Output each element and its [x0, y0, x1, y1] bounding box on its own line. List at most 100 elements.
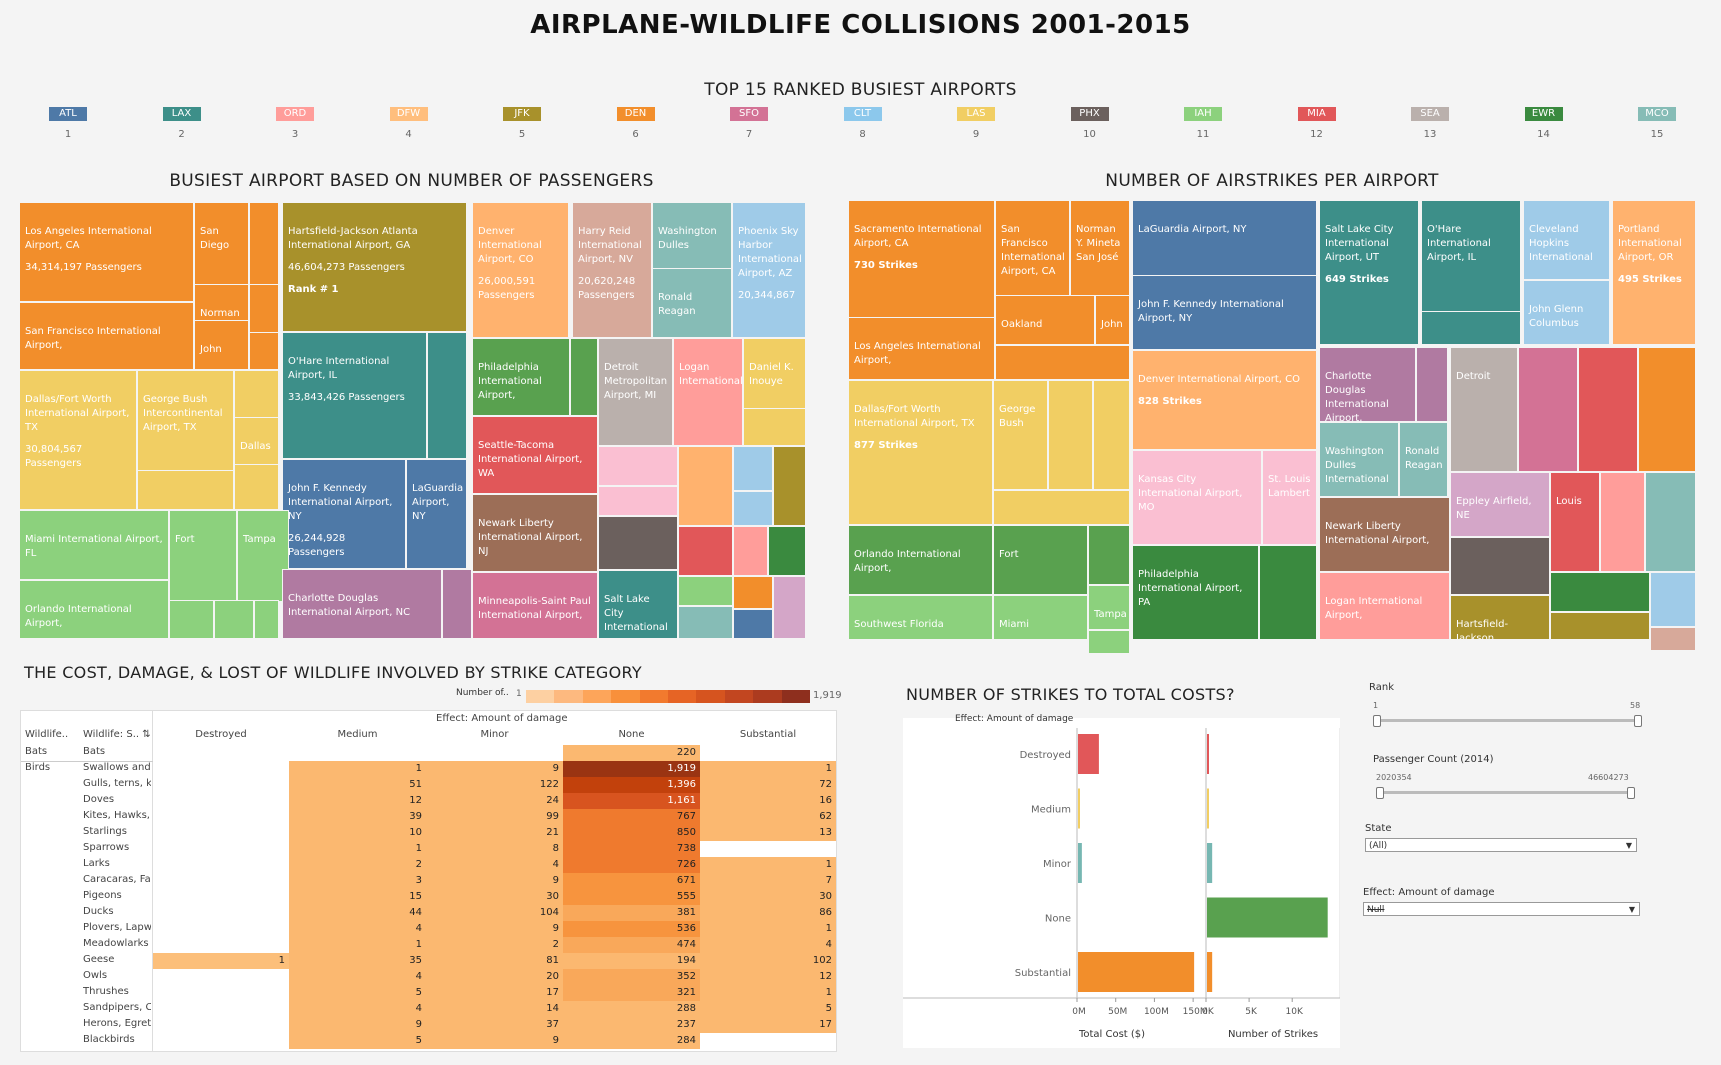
species-label[interactable]: Plovers, Lapwin.. — [83, 922, 151, 933]
strikes-tile[interactable] — [1093, 380, 1130, 490]
heatmap-cell[interactable]: 37 — [426, 1017, 563, 1033]
heatmap-cell[interactable]: 284 — [563, 1033, 700, 1049]
passenger-slider-min-handle[interactable] — [1376, 787, 1384, 799]
passengers-tile[interactable] — [733, 526, 768, 576]
rank-badge-atl[interactable]: ATL — [49, 107, 87, 121]
passengers-tile[interactable]: Norman — [194, 284, 249, 324]
heatmap-cell[interactable]: 21 — [426, 825, 563, 841]
passengers-tile[interactable] — [249, 332, 279, 370]
passengers-tile[interactable]: George Bush Intercontinental Airport, TX — [137, 370, 234, 480]
strikes-tile[interactable]: Oakland — [995, 295, 1095, 345]
heatmap-cell[interactable]: 671 — [563, 873, 700, 889]
passengers-tile[interactable]: Los Angeles International Airport, CA 34,… — [19, 202, 194, 302]
heatmap-table[interactable]: Wildlife.. Wildlife: S.. ⇅ Effect: Amount … — [20, 710, 837, 1052]
species-label[interactable]: Doves — [83, 794, 115, 805]
heatmap-cell[interactable]: 850 — [563, 825, 700, 841]
strikes-tile[interactable] — [1416, 347, 1448, 422]
rank-badge-phx[interactable]: PHX — [1070, 107, 1109, 121]
heatmap-cell[interactable] — [153, 841, 289, 857]
heatmap-cell[interactable] — [153, 905, 289, 921]
strikes-tile[interactable] — [1088, 630, 1130, 654]
passengers-tile[interactable] — [570, 338, 598, 416]
species-label[interactable]: Gulls, terns, kit.. — [83, 778, 151, 789]
strikes-tile[interactable]: O'Hare International Airport, IL — [1421, 200, 1521, 315]
strikes-tile[interactable]: LaGuardia Airport, NY — [1132, 200, 1317, 280]
strikes-tile[interactable]: Philadelphia International Airport, PA — [1132, 545, 1259, 640]
heatmap-cell[interactable]: 9 — [426, 873, 563, 889]
heatmap-cell[interactable]: 8 — [426, 841, 563, 857]
strikes-tile[interactable]: Tampa — [1088, 585, 1130, 630]
passengers-tile[interactable] — [773, 576, 806, 639]
passengers-tile[interactable] — [249, 284, 279, 334]
heatmap-cell[interactable]: 44 — [289, 905, 426, 921]
rank-badge-mia[interactable]: MIA — [1297, 107, 1336, 121]
strikes-tile[interactable]: John F. Kennedy International Airport, N… — [1132, 275, 1317, 350]
strikes-tile[interactable]: Denver International Airport, CO 828 Stri… — [1132, 350, 1317, 450]
passengers-tile[interactable] — [254, 600, 279, 639]
species-label[interactable]: Caracaras, Falc.. — [83, 874, 151, 885]
strikes-tile[interactable] — [1048, 380, 1093, 490]
heatmap-cell[interactable]: 220 — [563, 745, 700, 761]
passengers-tile[interactable] — [598, 486, 678, 516]
heatmap-cell[interactable]: 726 — [563, 857, 700, 873]
strikes-bar[interactable] — [1207, 734, 1209, 774]
rank-badge-lax[interactable]: LAX — [162, 107, 201, 121]
passengers-tile[interactable]: Dallas/Fort Worth International Airport,… — [19, 370, 137, 510]
heatmap-cell[interactable]: 9 — [289, 1017, 426, 1033]
heatmap-cell[interactable]: 1 — [700, 985, 836, 1001]
heatmap-cell[interactable] — [289, 745, 426, 761]
heatmap-cell[interactable] — [153, 745, 289, 761]
passengers-tile[interactable]: Newark Liberty International Airport, NJ — [472, 494, 598, 572]
heatmap-cell[interactable]: 39 — [289, 809, 426, 825]
passengers-tile[interactable]: John F. Kennedy International Airport, N… — [282, 459, 406, 569]
heatmap-cell[interactable] — [153, 1033, 289, 1049]
strikes-tile[interactable]: John Glenn Columbus — [1523, 280, 1610, 345]
heatmap-cell[interactable]: 474 — [563, 937, 700, 953]
strikes-tile[interactable]: Sacramento International Airport, CA 730 … — [848, 200, 995, 328]
passengers-tile[interactable]: Tampa — [237, 510, 289, 602]
heatmap-cell[interactable]: 86 — [700, 905, 836, 921]
strikes-tile[interactable]: Los Angeles International Airport, — [848, 317, 995, 380]
passengers-tile[interactable] — [678, 526, 733, 576]
heatmap-cell[interactable]: 194 — [563, 953, 700, 969]
strikes-tile[interactable]: Salt Lake City International Airport, UT… — [1319, 200, 1419, 345]
species-header[interactable]: Wildlife: S.. ⇅ — [83, 729, 151, 740]
heatmap-cell[interactable]: 30 — [426, 889, 563, 905]
passengers-tile[interactable] — [733, 609, 773, 639]
heatmap-cell[interactable] — [153, 937, 289, 953]
cost-bar[interactable] — [1078, 952, 1195, 992]
strikes-tile[interactable] — [1650, 627, 1696, 651]
passengers-tile[interactable] — [137, 470, 234, 510]
heatmap-cell[interactable] — [426, 745, 563, 761]
heatmap-cell[interactable]: 1 — [153, 953, 289, 969]
passengers-tile[interactable]: Orlando International Airport, — [19, 580, 169, 639]
strikes-bar[interactable] — [1207, 788, 1209, 829]
heatmap-cell[interactable]: 14 — [426, 1001, 563, 1017]
cost-bar[interactable] — [1078, 843, 1082, 883]
passengers-tile[interactable]: Phoenix Sky Harbor International Airport… — [732, 202, 806, 338]
strikes-bar[interactable] — [1207, 952, 1213, 992]
passengers-tile[interactable] — [234, 464, 279, 510]
passengers-tile[interactable] — [743, 408, 806, 446]
passengers-tile[interactable]: Hartsfield-Jackson Atlanta International… — [282, 202, 467, 332]
heatmap-cell[interactable]: 1,396 — [563, 777, 700, 793]
heatmap-cell[interactable]: 1 — [700, 921, 836, 937]
species-label[interactable]: Geese — [83, 954, 115, 965]
passengers-tile[interactable] — [678, 606, 733, 639]
strikes-tile[interactable]: Charlotte Douglas International Airport, — [1319, 347, 1416, 422]
strikes-tile[interactable]: Southwest Florida — [848, 595, 993, 640]
species-label[interactable]: Swallows and M.. — [83, 762, 151, 773]
strikes-tile[interactable] — [1550, 572, 1650, 612]
strikes-tile[interactable]: Ronald Reagan — [1399, 422, 1448, 497]
passengers-tile[interactable] — [598, 516, 678, 570]
strikes-tile[interactable] — [1550, 612, 1650, 640]
rank-badge-iah[interactable]: IAH — [1184, 107, 1222, 121]
heatmap-cell[interactable] — [153, 1001, 289, 1017]
passengers-tile[interactable] — [768, 526, 806, 576]
heatmap-cell[interactable]: 24 — [426, 793, 563, 809]
heatmap-cell[interactable]: 767 — [563, 809, 700, 825]
heatmap-cell[interactable]: 9 — [426, 761, 563, 777]
heatmap-cell[interactable] — [153, 825, 289, 841]
heatmap-cell[interactable]: 4 — [700, 937, 836, 953]
passengers-tile[interactable] — [169, 600, 214, 639]
